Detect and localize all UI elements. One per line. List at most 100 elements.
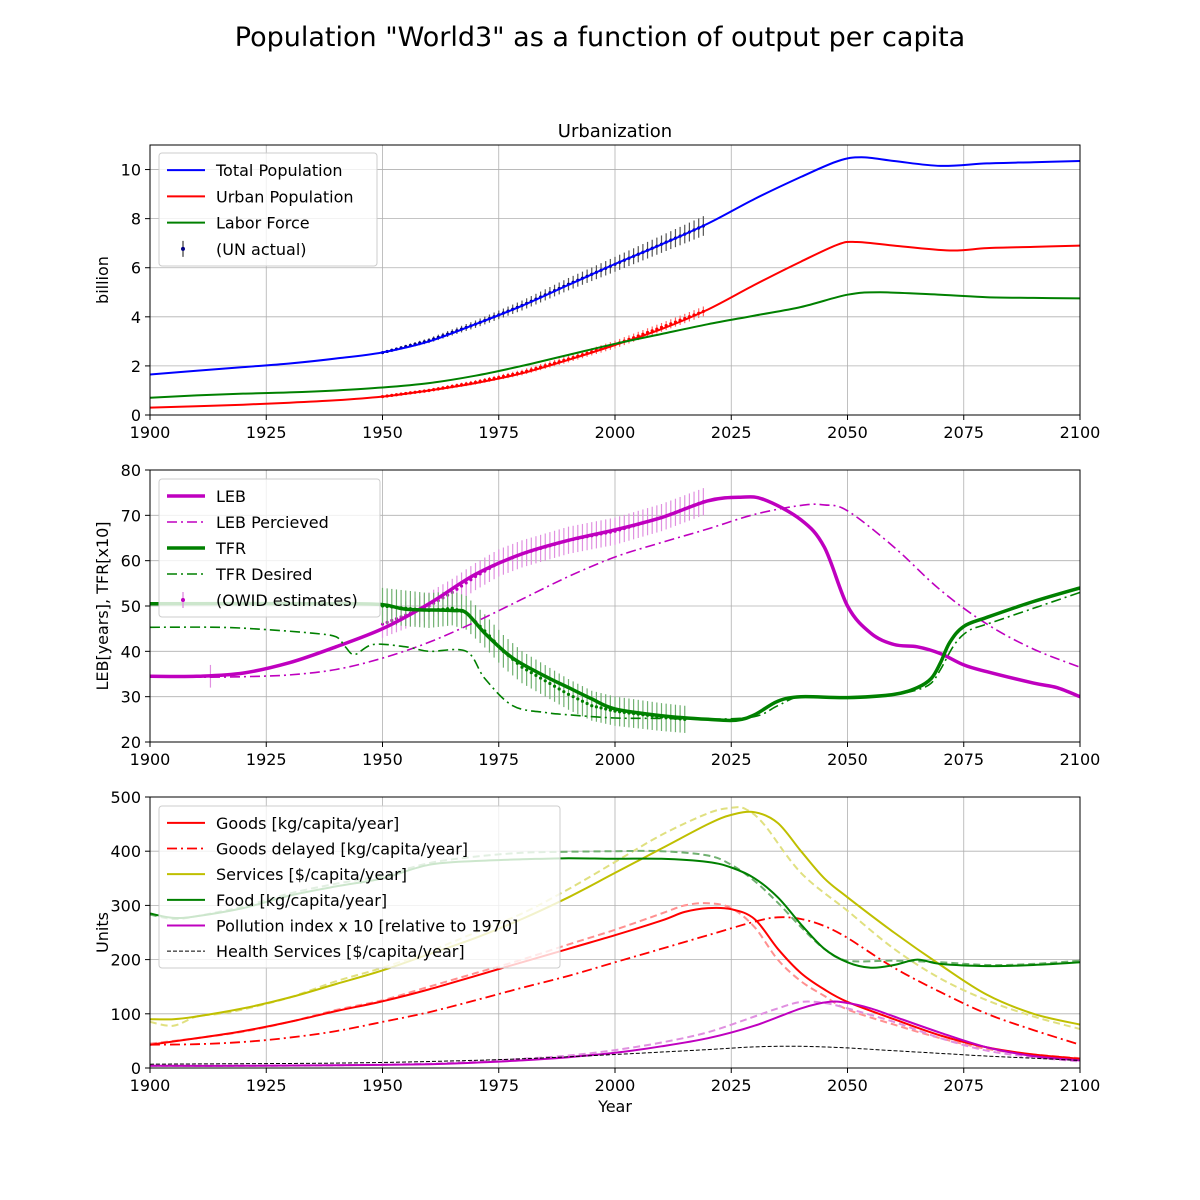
y-tick-label: 6 <box>131 259 141 278</box>
data-point <box>576 697 580 701</box>
data-point <box>594 705 599 709</box>
x-tick-label: 2100 <box>1060 750 1101 769</box>
series-line <box>150 503 1080 678</box>
plot-area <box>150 156 1080 409</box>
series-line <box>150 1000 1080 1067</box>
legend-label: (UN actual) <box>216 240 307 259</box>
legend-label: Goods [kg/capita/year] <box>216 814 399 833</box>
x-tick-label: 1975 <box>478 1076 519 1095</box>
legend-label: TFR <box>215 539 246 558</box>
x-tick-label: 1925 <box>246 1076 287 1095</box>
y-tick-label: 8 <box>131 210 141 229</box>
y-tick-label: 500 <box>110 788 141 807</box>
legend-box <box>158 152 378 267</box>
data-point <box>534 673 538 677</box>
ghost-series-line <box>150 902 1080 1060</box>
x-tick-label: 2050 <box>827 423 868 442</box>
y-tick-label: 200 <box>110 951 141 970</box>
x-tick-label: 2075 <box>943 423 984 442</box>
x-tick-label: 2075 <box>943 750 984 769</box>
legend-label: TFR Desired <box>215 565 312 584</box>
data-point <box>562 690 566 694</box>
x-tick-label: 2075 <box>943 1076 984 1095</box>
ghost-series-line <box>150 1000 1080 1067</box>
x-tick-label: 1900 <box>130 423 171 442</box>
y-tick-label: 40 <box>121 642 141 661</box>
legend-label: (OWID estimates) <box>216 591 358 610</box>
x-tick-label: 1975 <box>478 423 519 442</box>
y-tick-label: 80 <box>121 461 141 480</box>
data-point <box>604 707 608 711</box>
x-tick-label: 1900 <box>130 1076 171 1095</box>
legend-label: Food [kg/capita/year] <box>216 891 387 910</box>
y-axis-label: Units <box>93 912 112 953</box>
x-tick-label: 2025 <box>711 423 752 442</box>
legend-label: LEB Percieved <box>216 513 329 532</box>
data-point <box>548 681 552 686</box>
y-tick-label: 0 <box>131 1059 141 1078</box>
x-tick-label: 2025 <box>711 750 752 769</box>
series-line <box>150 591 1080 721</box>
panel-units: 1900 1925 1950 1975 2000 2025 2050 2075 2100 0 100… <box>93 788 1100 1116</box>
data-point <box>539 676 543 680</box>
data-point <box>543 679 547 683</box>
x-tick-label: 2050 <box>827 1076 868 1095</box>
data-point <box>585 701 589 706</box>
data-point <box>552 684 557 688</box>
x-tick-label: 1950 <box>362 423 403 442</box>
x-tick-label: 2000 <box>595 423 636 442</box>
data-point <box>529 671 533 675</box>
x-tick-label: 1950 <box>362 750 403 769</box>
series-line <box>150 916 1080 1046</box>
axes-frame <box>149 469 1081 743</box>
data-point <box>599 706 603 710</box>
y-axis-label: billion <box>93 256 112 304</box>
x-axis-label: Year <box>597 1097 632 1116</box>
data-point <box>455 587 459 591</box>
ghost-series-line <box>150 849 1080 967</box>
legend-label: Urban Population <box>216 187 354 206</box>
x-tick-label: 1925 <box>246 750 287 769</box>
legend-marker <box>181 246 185 251</box>
series-line <box>150 156 1080 376</box>
series-line <box>150 240 1080 409</box>
legend-label: Goods delayed [kg/capita/year] <box>216 840 468 859</box>
y-tick-label: 400 <box>110 842 141 861</box>
axes-frame <box>149 796 1081 1069</box>
legend-label: Services [$/capita/year] <box>216 865 407 884</box>
panel-urbanization: 1900 1925 1950 1975 2000 2025 2050 2075 2100 0 2 4 6… <box>93 121 1100 442</box>
legend-box <box>158 478 381 618</box>
x-tick-label: 2100 <box>1060 423 1101 442</box>
panel-title: Urbanization <box>558 121 672 142</box>
legend-label: LEB <box>216 487 246 506</box>
x-tick-label: 2050 <box>827 750 868 769</box>
legend-box <box>158 805 561 969</box>
y-tick-label: 10 <box>121 161 141 180</box>
x-tick-label: 1950 <box>362 1076 403 1095</box>
y-tick-label: 60 <box>121 552 141 571</box>
y-tick-label: 30 <box>121 688 141 707</box>
x-tick-label: 1900 <box>130 750 171 769</box>
y-tick-label: 70 <box>121 506 141 525</box>
plot-area <box>150 488 1080 733</box>
data-point <box>571 695 575 699</box>
panel-leb-tfr: 1900 1925 1950 1975 2000 2025 2050 2075 2100 20 30… <box>93 461 1100 769</box>
y-tick-label: 0 <box>131 406 141 425</box>
y-tick-label: 20 <box>121 733 141 752</box>
x-tick-label: 2100 <box>1060 1076 1101 1095</box>
x-tick-label: 1925 <box>246 423 287 442</box>
data-point <box>590 704 594 708</box>
series-line <box>150 291 1080 399</box>
ghost-series-line <box>150 806 1080 1030</box>
series-line <box>150 1045 1080 1065</box>
legend-label: Health Services [$/capita/year] <box>216 942 465 961</box>
y-tick-label: 4 <box>131 308 141 327</box>
x-tick-label: 1975 <box>478 750 519 769</box>
series-line <box>150 810 1080 1026</box>
x-tick-label: 2000 <box>595 750 636 769</box>
y-tick-label: 100 <box>110 1005 141 1024</box>
data-point <box>525 668 529 672</box>
x-tick-label: 2025 <box>711 1076 752 1095</box>
y-axis-label: LEB[years], TFR[x10] <box>93 521 112 690</box>
